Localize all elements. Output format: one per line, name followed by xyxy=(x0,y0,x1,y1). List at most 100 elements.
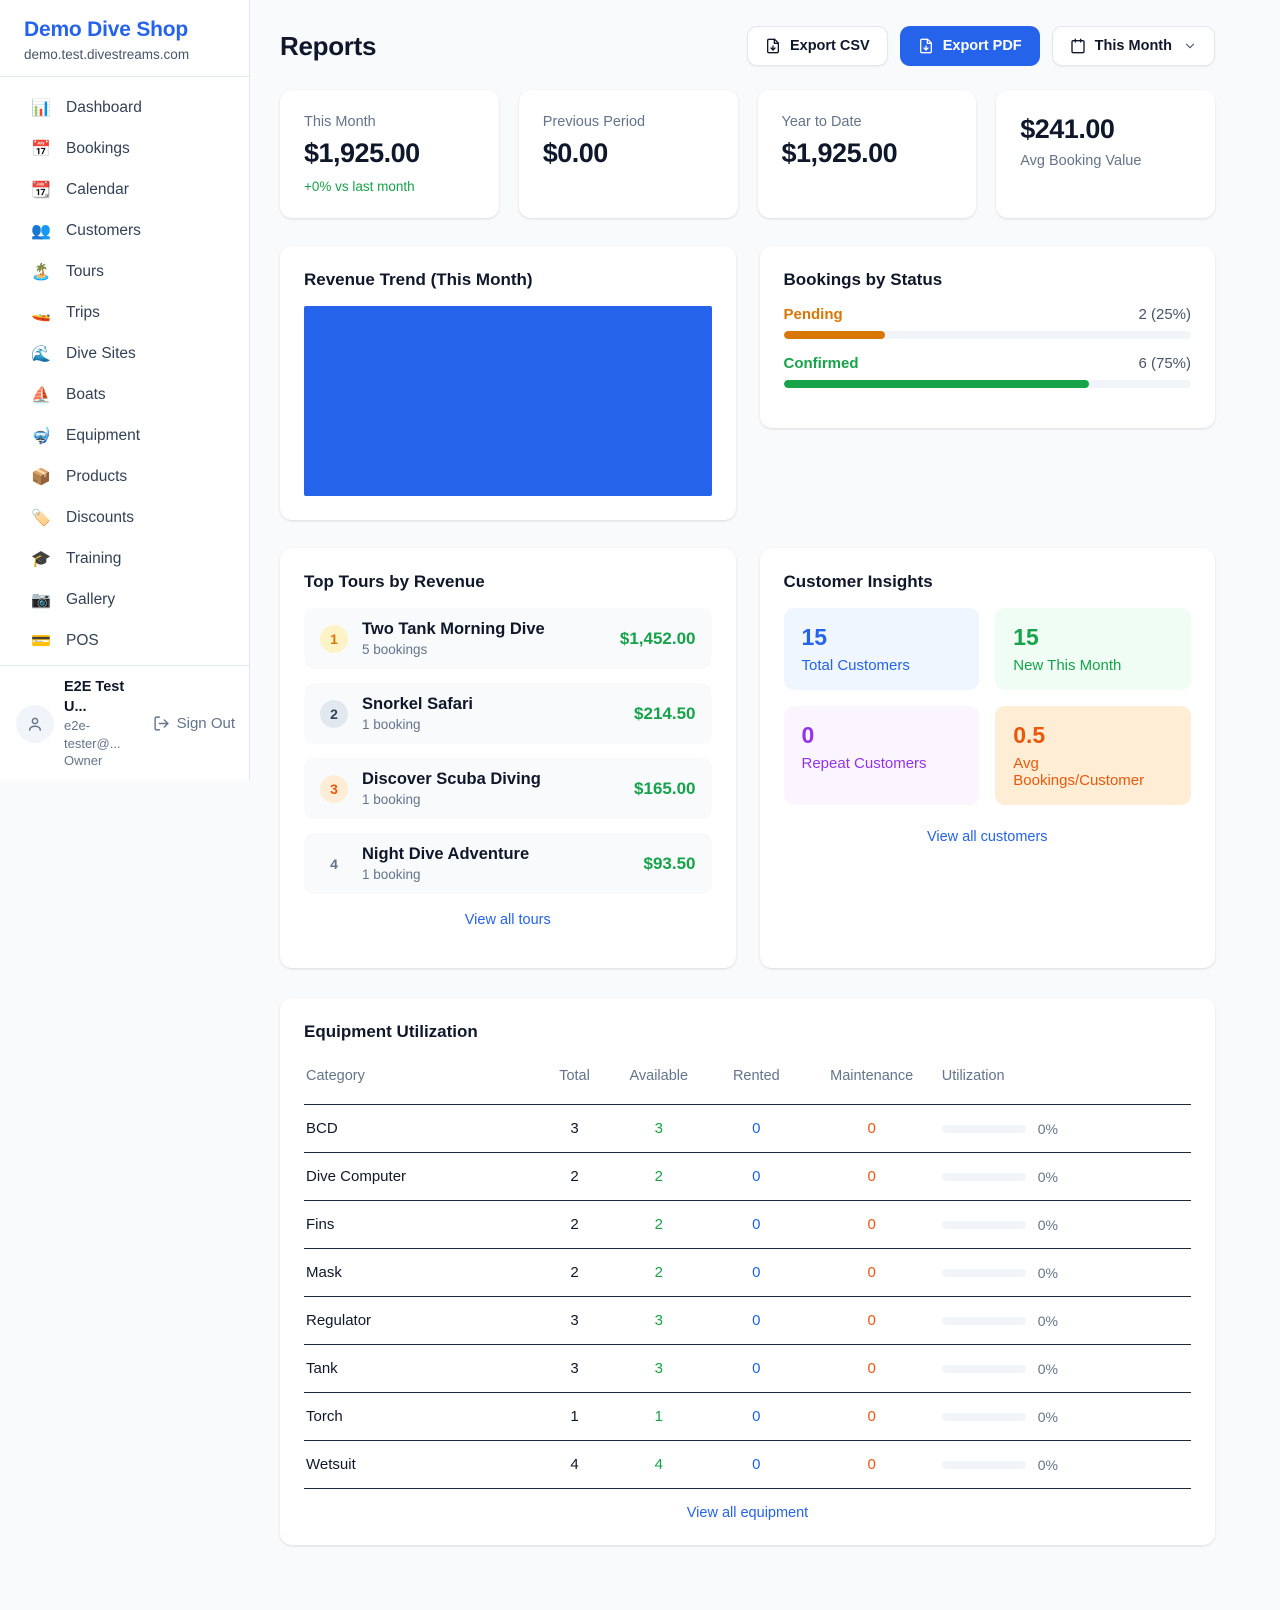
sidebar-item-label: Bookings xyxy=(66,139,130,157)
bookings-by-status-title: Bookings by Status xyxy=(783,270,943,289)
tour-list-item[interactable]: 1 Two Tank Morning Dive 5 bookings $1,45… xyxy=(304,608,712,669)
sidebar-item[interactable]: 📅 Bookings xyxy=(0,128,249,169)
sidebar-item[interactable]: 💳 POS xyxy=(0,620,249,661)
sidebar-item-label: Discounts xyxy=(66,508,135,526)
sidebar-item-icon: 📊 xyxy=(31,99,51,117)
cell-maintenance: 0 xyxy=(809,1152,934,1201)
stat-label: Year to Date xyxy=(781,114,862,130)
sidebar-item-label: Gallery xyxy=(66,590,116,608)
tour-revenue: $165.00 xyxy=(634,778,696,798)
sidebar-item[interactable]: 📷 Gallery xyxy=(0,579,249,620)
cell-total: 2 xyxy=(534,1200,615,1249)
cell-available: 3 xyxy=(614,1296,704,1345)
sidebar-item-icon: 📦 xyxy=(31,468,51,486)
status-label: Confirmed xyxy=(783,355,859,372)
sign-out-button[interactable]: Sign Out xyxy=(153,715,235,732)
brand-name[interactable]: Demo Dive Shop xyxy=(24,18,189,41)
export-csv-label: Export CSV xyxy=(789,38,870,54)
stat-delta: +0% vs last month xyxy=(304,179,415,194)
cell-rented: 0 xyxy=(703,1392,810,1441)
sidebar-item[interactable]: 🎓 Training xyxy=(0,538,249,579)
person-icon xyxy=(26,715,44,733)
sidebar-item[interactable]: 🚤 Trips xyxy=(0,292,249,333)
file-download-icon xyxy=(765,38,781,54)
sidebar-item-label: Boats xyxy=(66,385,106,403)
column-header-rented: Rented xyxy=(703,1056,810,1105)
stat-card-year-to-date: Year to Date $1,925.00 xyxy=(757,90,977,218)
utilization-bar xyxy=(941,1412,1026,1421)
status-bar-track xyxy=(783,380,1191,388)
tour-list-item[interactable]: 3 Discover Scuba Diving 1 booking $165.0… xyxy=(304,758,712,819)
stat-card-previous-period: Previous Period $0.00 xyxy=(518,90,738,218)
sidebar-item[interactable]: 📊 Dashboard xyxy=(0,87,249,128)
export-csv-button[interactable]: Export CSV xyxy=(746,26,888,66)
status-value: 6 (75%) xyxy=(1138,355,1191,372)
utilization-percent: 0% xyxy=(1037,1408,1058,1425)
insight-value: 15 xyxy=(801,624,828,650)
table-row: Fins 2 2 0 0 0% xyxy=(304,1200,1191,1249)
chevron-down-icon xyxy=(1183,39,1197,53)
sidebar-item[interactable]: 👥 Customers xyxy=(0,210,249,251)
sidebar-item[interactable]: 📆 Calendar xyxy=(0,169,249,210)
cell-total: 3 xyxy=(534,1104,615,1153)
cell-category: Wetsuit xyxy=(304,1440,535,1489)
brand-domain: demo.test.divestreams.com xyxy=(24,47,190,62)
sidebar-item[interactable]: 🏝️ Tours xyxy=(0,251,249,292)
tour-bookings-count: 1 booking xyxy=(362,717,421,732)
cell-total: 2 xyxy=(534,1248,615,1297)
rank-badge: 2 xyxy=(320,699,348,728)
column-header-category: Category xyxy=(304,1056,535,1105)
stat-value: $1,925.00 xyxy=(781,138,898,168)
cell-maintenance: 0 xyxy=(809,1440,934,1489)
view-all-equipment-link[interactable]: View all equipment xyxy=(686,1505,809,1521)
cell-category: BCD xyxy=(304,1104,535,1153)
avatar xyxy=(16,704,54,743)
column-header-available: Available xyxy=(614,1056,704,1105)
export-pdf-button[interactable]: Export PDF xyxy=(899,26,1040,66)
sidebar-item[interactable]: 🌊 Dive Sites xyxy=(0,333,249,374)
sidebar-item[interactable]: 🏷️ Discounts xyxy=(0,497,249,538)
table-row: Tank 3 3 0 0 0% xyxy=(304,1344,1191,1393)
utilization-bar xyxy=(941,1220,1026,1229)
utilization-percent: 0% xyxy=(1037,1168,1058,1185)
revenue-trend-card: Revenue Trend (This Month) xyxy=(280,246,736,520)
cell-total: 2 xyxy=(534,1152,615,1201)
top-tours-title: Top Tours by Revenue xyxy=(304,572,485,591)
bookings-by-status-card: Bookings by Status Pending 2 (25%) xyxy=(759,246,1215,428)
cell-total: 3 xyxy=(534,1296,615,1345)
sidebar-item[interactable]: ⛵ Boats xyxy=(0,374,249,415)
sidebar-item-icon: 💳 xyxy=(31,632,51,650)
stat-label: Avg Booking Value xyxy=(1020,153,1142,169)
table-row: Dive Computer 2 2 0 0 0% xyxy=(304,1152,1191,1201)
cell-total: 3 xyxy=(534,1344,615,1393)
page-header: Reports Export CSV Export PDF This Month xyxy=(280,26,1215,66)
cell-available: 2 xyxy=(614,1200,704,1249)
cell-available: 2 xyxy=(614,1248,704,1297)
utilization-percent: 0% xyxy=(1037,1360,1058,1377)
tour-bookings-count: 1 booking xyxy=(362,792,421,807)
cell-utilization: 0% xyxy=(933,1152,1191,1201)
table-row: Regulator 3 3 0 0 0% xyxy=(304,1296,1191,1345)
cell-available: 3 xyxy=(614,1344,704,1393)
view-all-customers-link[interactable]: View all customers xyxy=(926,829,1048,845)
stat-label: Previous Period xyxy=(542,114,646,130)
sidebar-item-icon: 🌊 xyxy=(31,345,51,363)
utilization-bar xyxy=(941,1124,1026,1133)
cell-maintenance: 0 xyxy=(809,1296,934,1345)
main-content: Reports Export CSV Export PDF This Month xyxy=(250,0,1280,1580)
table-row: Mask 2 2 0 0 0% xyxy=(304,1248,1191,1297)
sidebar-item[interactable]: 📦 Products xyxy=(0,456,249,497)
view-all-tours-link[interactable]: View all tours xyxy=(464,912,551,928)
stat-value: $1,925.00 xyxy=(304,138,420,168)
column-header-total: Total xyxy=(534,1056,615,1105)
period-dropdown[interactable]: This Month xyxy=(1051,26,1215,66)
sidebar-item[interactable]: 🤿 Equipment xyxy=(0,415,249,456)
tour-list-item[interactable]: 2 Snorkel Safari 1 booking $214.50 xyxy=(304,683,712,744)
column-header-utilization: Utilization xyxy=(933,1056,1191,1105)
user-section: E2E Test U... e2e-tester@... Owner Sign … xyxy=(0,665,249,784)
cell-utilization: 0% xyxy=(933,1248,1191,1297)
customer-insights-title: Customer Insights xyxy=(783,572,933,591)
cell-available: 4 xyxy=(614,1440,704,1489)
stat-value: $0.00 xyxy=(542,138,609,168)
tour-list-item[interactable]: 4 Night Dive Adventure 1 booking $93.50 xyxy=(304,833,712,894)
